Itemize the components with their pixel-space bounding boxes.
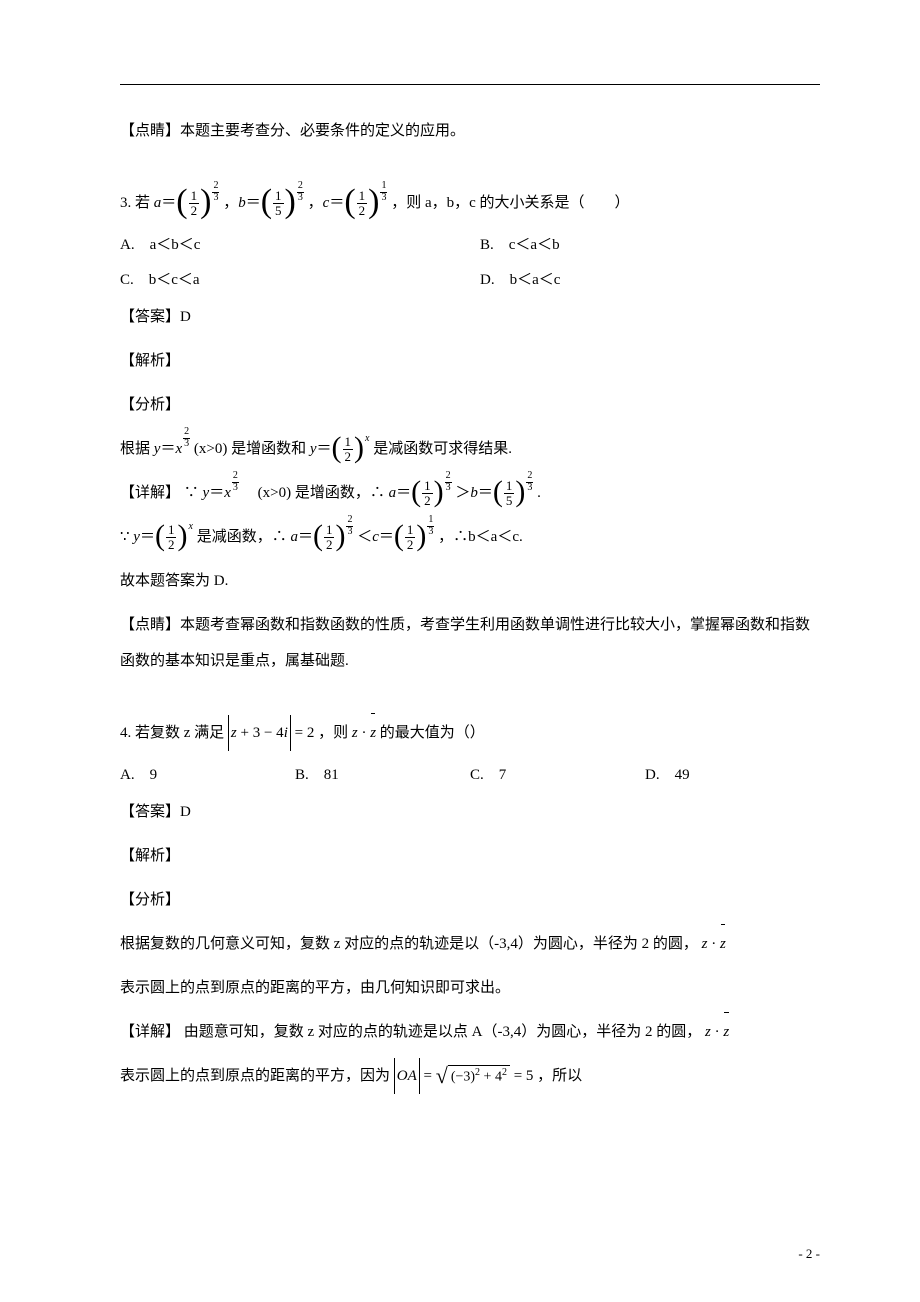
q4-fenxi-label: 【分析】: [120, 882, 820, 918]
q3-dianjing: 【点睛】本题考查幂函数和指数函数的性质，考查学生利用函数单调性进行比较大小，掌握…: [120, 607, 820, 679]
q4-answer: 【答案】D: [120, 794, 820, 830]
q3-options-row1: A. a＜b＜c B. c＜a＜b: [120, 229, 820, 262]
q3-jiexi: 【解析】: [120, 343, 820, 379]
q3-fenxi-text: 根据 y＝x23 (x>0) 是增函数和 y＝(12)x 是减函数可求得结果.: [120, 431, 820, 467]
q4-opt-d: D. 49: [645, 759, 820, 792]
q4-options: A. 9 B. 81 C. 7 D. 49: [120, 759, 820, 792]
q4-stem: 4. 若复数 z 满足 z + 3 − 4i = 2 ，则 z · z 的最大值…: [120, 715, 820, 751]
spacer-2: [120, 687, 820, 715]
q3-xiangjie-1: 【详解】 ∵ y＝x23 (x>0) 是增函数，∴ a＝(12)23 ＞b＝(1…: [120, 475, 820, 511]
top-rule: [120, 84, 820, 85]
q4-xiangjie-1: 【详解】 由题意可知，复数 z 对应的点的轨迹是以点 A（-3,4）为圆心，半径…: [120, 1014, 820, 1050]
q4-opt-c: C. 7: [470, 759, 645, 792]
spacer: [120, 157, 820, 185]
frac-num: 1: [189, 189, 200, 204]
q3-opt-d: D. b＜a＜c: [480, 264, 820, 297]
frac-den: 2: [189, 204, 200, 218]
abs-expr: z + 3 − 4i: [228, 715, 291, 751]
prev-dianjing: 【点睛】本题主要考查分、必要条件的定义的应用。: [120, 113, 820, 149]
q4-fenxi-text: 根据复数的几何意义可知，复数 z 对应的点的轨迹是以（-3,4）为圆心，半径为 …: [120, 926, 820, 962]
q3-stem: 3. 若 a＝(12)23 ，b＝(15)23 ，c＝(12)13 ，则 a，b…: [120, 185, 820, 221]
q3-conclusion: 故本题答案为 D.: [120, 563, 820, 599]
q4-opt-a: A. 9: [120, 759, 295, 792]
q3-stem-tail: ，则 a，b，c 的大小关系是（ ）: [391, 195, 629, 211]
sqrt-icon: √ (−3)2 + 42: [436, 1065, 510, 1087]
oa-eq: = 5: [514, 1068, 534, 1084]
page-container: 【点睛】本题主要考查分、必要条件的定义的应用。 3. 若 a＝(12)23 ，b…: [0, 0, 920, 1302]
q3-opt-c: C. b＜c＜a: [120, 264, 480, 297]
q3-answer: 【答案】D: [120, 299, 820, 335]
q3-opt-a: A. a＜b＜c: [120, 229, 480, 262]
q3-opt-b: B. c＜a＜b: [480, 229, 820, 262]
q3-xiangjie-2: ∵ y＝(12)x 是减函数，∴ a＝(12)23 ＜c＝(12)13 ，∴b＜…: [120, 519, 820, 555]
q3-prefix: 3. 若: [120, 195, 154, 211]
q3-fenxi-label: 【分析】: [120, 387, 820, 423]
q3-options-row2: C. b＜c＜a D. b＜a＜c: [120, 264, 820, 297]
q4-jiexi: 【解析】: [120, 838, 820, 874]
q4-fenxi-tail: 表示圆上的点到原点的距离的平方，由几何知识即可求出。: [120, 970, 820, 1006]
q4-opt-b: B. 81: [295, 759, 470, 792]
page-number: - 2 -: [798, 1246, 820, 1262]
q4-xiangjie-2: 表示圆上的点到原点的距离的平方，因为 OA = √ (−3)2 + 42 = 5…: [120, 1058, 820, 1094]
